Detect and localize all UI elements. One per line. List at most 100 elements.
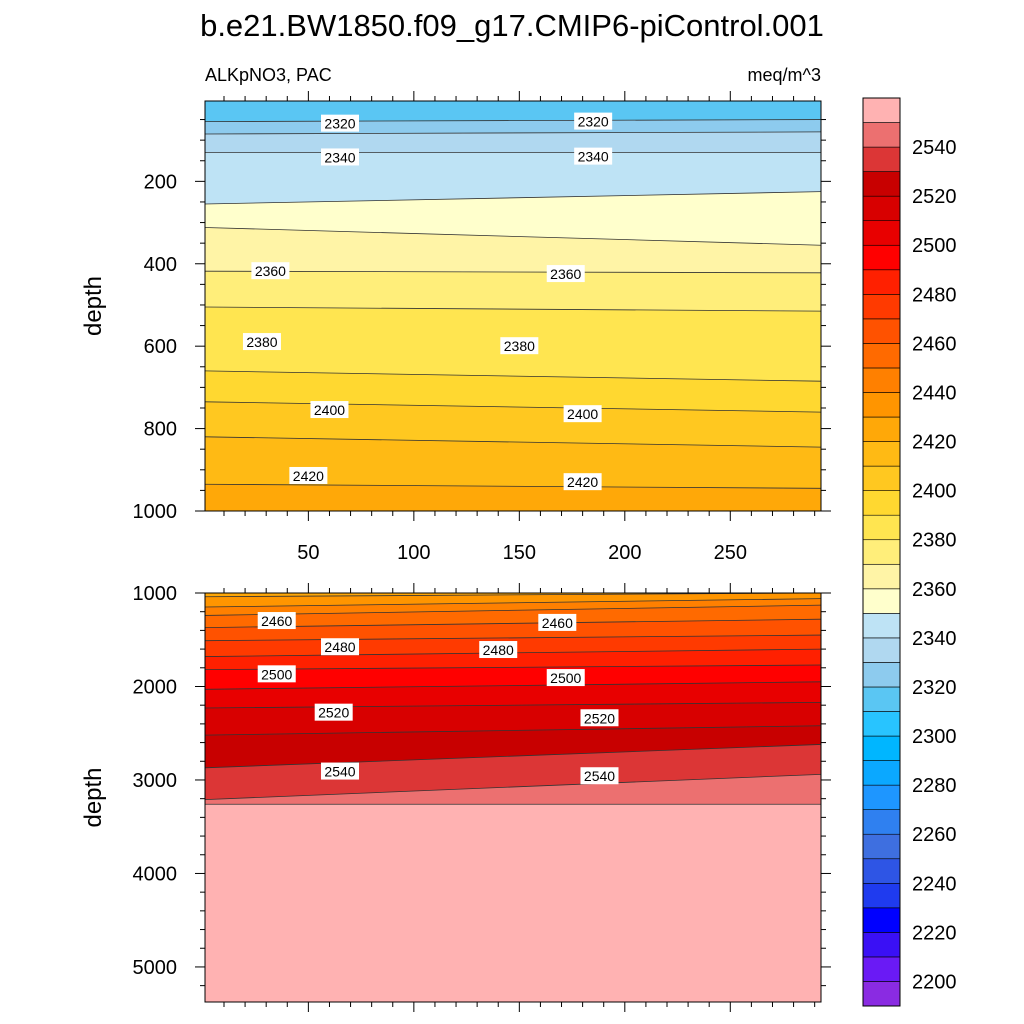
- svg-text:2520: 2520: [318, 705, 349, 721]
- colorbar-label: 2240: [912, 873, 957, 895]
- contour-line: [205, 744, 821, 769]
- y-tick-label: 1000: [133, 583, 178, 605]
- contour-label: 2480: [321, 638, 360, 656]
- colorbar-swatch: [862, 269, 901, 295]
- contour-line: [205, 119, 821, 123]
- colorbar-label: 2460: [912, 333, 957, 355]
- plot-frame: [204, 100, 822, 512]
- colorbar-swatch: [862, 416, 901, 442]
- contour-label: 2540: [321, 762, 360, 780]
- contour-line: [205, 131, 821, 135]
- contour-label: 2380: [242, 333, 281, 351]
- colorbar-swatch: [862, 441, 901, 467]
- svg-text:2400: 2400: [314, 402, 345, 418]
- y-tick-label: 600: [144, 336, 177, 358]
- colorbar-swatch: [862, 220, 901, 246]
- contour-label: 2360: [251, 262, 290, 280]
- colorbar-label: 2360: [912, 579, 957, 601]
- colorbar-swatch: [862, 907, 901, 933]
- colorbar-swatch: [862, 686, 901, 712]
- colorbar-label: 2500: [912, 235, 957, 257]
- contour-line: [205, 483, 821, 489]
- colorbar-label: 2440: [912, 382, 957, 404]
- contour-line: [205, 773, 821, 801]
- svg-text:2500: 2500: [550, 670, 581, 686]
- y-tick-label: 400: [144, 254, 177, 276]
- colorbar-swatch: [862, 465, 901, 491]
- colorbar-swatch: [862, 760, 901, 786]
- contour-line: [205, 191, 821, 205]
- svg-text:2540: 2540: [584, 768, 615, 784]
- contour-line: [205, 634, 821, 642]
- colorbar-swatch: [862, 809, 901, 835]
- contour-label: 2340: [321, 148, 360, 166]
- contour-line: [205, 701, 821, 709]
- colorbar-swatch: [862, 367, 901, 393]
- colorbar-label: 2220: [912, 922, 957, 944]
- colorbar-swatch: [862, 343, 901, 369]
- y-tick-label: 5000: [133, 957, 178, 979]
- svg-text:2380: 2380: [246, 334, 277, 350]
- colorbar-label: 2260: [912, 824, 957, 846]
- contour-label: 2400: [310, 401, 349, 419]
- colorbar-label: 2280: [912, 775, 957, 797]
- colorbar-label: 2400: [912, 481, 957, 503]
- colorbar-swatch: [862, 956, 901, 982]
- colorbar-swatch: [862, 735, 901, 761]
- colorbar-swatch: [862, 588, 901, 614]
- colorbar-swatch: [862, 858, 901, 884]
- x-tick-label: 100: [397, 542, 430, 564]
- y-tick-label: 800: [144, 419, 177, 441]
- svg-text:2360: 2360: [550, 266, 581, 282]
- colorbar-label: 2320: [912, 677, 957, 699]
- y-axis-label: depth: [80, 767, 107, 827]
- colorbar-label: 2340: [912, 628, 957, 650]
- colorbar-swatch: [862, 981, 901, 1007]
- colorbar-swatch: [862, 563, 901, 590]
- y-tick-label: 4000: [133, 863, 178, 885]
- svg-text:2420: 2420: [293, 468, 324, 484]
- contour-label: 2520: [580, 709, 619, 727]
- units-label: meq/m^3: [748, 65, 821, 85]
- y-tick-label: 2000: [133, 676, 178, 698]
- contour-line: [205, 270, 821, 274]
- contour-line: [205, 681, 821, 690]
- svg-text:2320: 2320: [324, 116, 355, 132]
- variable-label: ALKpNO3, PAC: [205, 65, 332, 85]
- y-axis-label: depth: [80, 276, 107, 336]
- contour-label: 2500: [257, 665, 296, 683]
- colorbar-swatch: [862, 932, 901, 958]
- colorbar-label: 2420: [912, 432, 957, 454]
- colorbar-swatch: [862, 613, 901, 639]
- contour-label: 2460: [257, 612, 296, 630]
- x-tick-label: 200: [608, 542, 641, 564]
- lower-panel: 2460 2460 2480 2480 2500 2500 2520 2520 2540 2540…: [80, 583, 831, 1012]
- contour-line: [205, 725, 821, 736]
- x-tick-label: 50: [297, 542, 319, 564]
- colorbar-swatch: [862, 97, 901, 123]
- contour-label: 2320: [321, 114, 360, 132]
- colorbar-swatch: [862, 195, 901, 222]
- x-tick-label: 250: [714, 542, 747, 564]
- colorbar-swatch: [862, 294, 901, 320]
- svg-text:2540: 2540: [324, 764, 355, 780]
- svg-text:2340: 2340: [324, 149, 355, 165]
- contour-band: [205, 484, 821, 511]
- colorbar-label: 2540: [912, 137, 957, 159]
- svg-text:2460: 2460: [542, 615, 573, 631]
- contour-label: 2420: [563, 473, 602, 491]
- svg-text:2380: 2380: [504, 338, 535, 354]
- contour-label: 2420: [289, 466, 328, 484]
- contour-line: [205, 227, 821, 246]
- contour-label: 2320: [574, 112, 613, 130]
- contour-line: [205, 436, 821, 448]
- svg-text:2460: 2460: [261, 613, 292, 629]
- contour-line: [205, 593, 821, 598]
- x-tick-label: 150: [503, 542, 536, 564]
- contour-label: 2540: [580, 767, 619, 785]
- svg-text:2400: 2400: [567, 406, 598, 422]
- contour-label: 2500: [546, 669, 585, 687]
- svg-text:2320: 2320: [578, 114, 609, 130]
- svg-text:2360: 2360: [255, 263, 286, 279]
